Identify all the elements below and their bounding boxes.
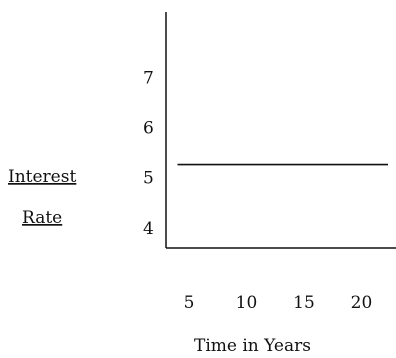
- y-tick-label: 6: [143, 119, 154, 139]
- x-tick-label: 15: [293, 293, 315, 313]
- x-axis-label: Time in Years: [194, 336, 311, 356]
- y-axis-label-line-1: Interest: [8, 167, 76, 187]
- y-axis-label-line-2: Rate: [22, 208, 62, 228]
- y-tick-label: 5: [143, 169, 154, 189]
- x-tick-labels: 5 10 15 20: [184, 293, 373, 313]
- y-tick-label: 4: [143, 219, 154, 239]
- x-tick-label: 20: [351, 293, 373, 313]
- y-tick-label: 7: [143, 68, 154, 88]
- x-tick-label: 5: [184, 293, 195, 313]
- y-tick-labels: 4 5 6 7: [143, 68, 154, 239]
- x-tick-label: 10: [236, 293, 258, 313]
